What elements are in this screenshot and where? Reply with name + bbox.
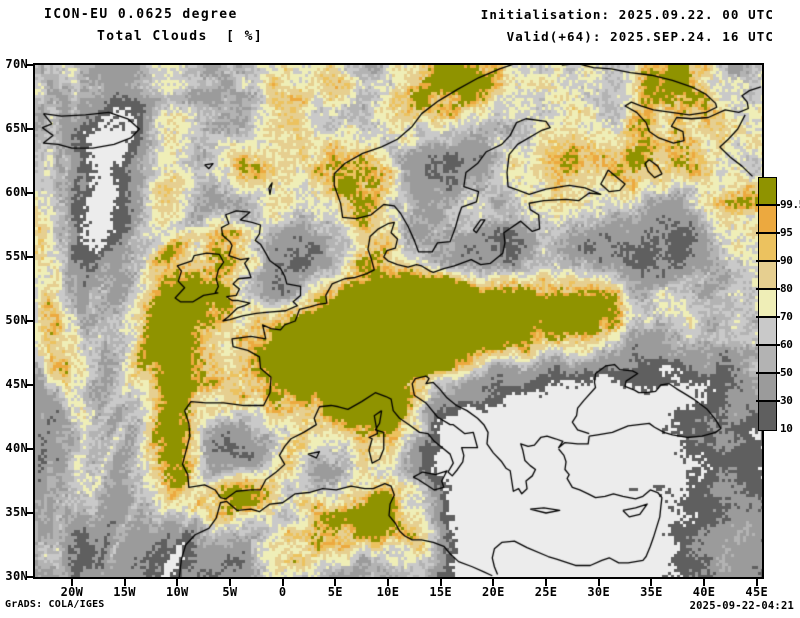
lat-label: 70N bbox=[5, 57, 28, 71]
colorbar-tick bbox=[756, 316, 780, 318]
lat-label: 45N bbox=[5, 377, 28, 391]
lat-tick bbox=[26, 448, 33, 450]
lat-label: 55N bbox=[5, 249, 28, 263]
colorbar-segment bbox=[759, 402, 776, 430]
colorbar-label: 90 bbox=[780, 254, 793, 267]
lon-label: 20W bbox=[60, 585, 84, 599]
colorbar-label: 70 bbox=[780, 310, 793, 323]
colorbar-segment bbox=[759, 318, 776, 346]
credit-text: GrADS: COLA/IGES bbox=[5, 599, 105, 610]
lat-tick bbox=[26, 576, 33, 578]
lon-tick bbox=[70, 579, 73, 586]
cloud-cover-map bbox=[35, 65, 762, 577]
lat-label: 50N bbox=[5, 313, 28, 327]
lon-label: 20E bbox=[482, 585, 505, 599]
lat-tick bbox=[26, 192, 33, 194]
lon-label: 30E bbox=[587, 585, 610, 599]
lon-tick bbox=[176, 579, 179, 586]
valid-time: Valid(+64): 2025.SEP.24. 16 UTC bbox=[506, 29, 774, 44]
colorbar-label: 99.5 bbox=[780, 198, 800, 211]
lon-tick bbox=[703, 579, 706, 586]
field-title: Total Clouds [ %] bbox=[97, 29, 264, 44]
colorbar-tick bbox=[756, 372, 780, 374]
lon-tick bbox=[545, 579, 547, 586]
lon-label: 10W bbox=[165, 585, 189, 599]
lon-label: 0 bbox=[278, 585, 287, 599]
colorbar-label: 30 bbox=[780, 394, 793, 407]
colorbar-tick bbox=[756, 288, 780, 290]
colorbar-segment bbox=[759, 290, 776, 318]
colorbar-segment bbox=[759, 374, 776, 402]
colorbar-tick bbox=[756, 344, 780, 346]
lon-tick bbox=[123, 579, 126, 586]
lat-tick bbox=[26, 512, 33, 514]
lon-tick bbox=[386, 579, 389, 586]
lat-label: 40N bbox=[5, 441, 28, 455]
colorbar-tick bbox=[756, 204, 780, 206]
model-title: ICON-EU 0.0625 degree bbox=[44, 7, 238, 22]
map-frame bbox=[33, 63, 764, 579]
lon-label: 40E bbox=[692, 585, 716, 599]
colorbar-segment bbox=[759, 346, 776, 374]
lon-label: 45E bbox=[745, 585, 768, 599]
init-time: Initialisation: 2025.09.22. 00 UTC bbox=[480, 7, 774, 22]
lat-label: 65N bbox=[5, 121, 28, 135]
lat-label: 35N bbox=[5, 505, 28, 519]
lat-tick bbox=[26, 128, 33, 130]
lon-tick bbox=[597, 579, 600, 586]
lon-tick bbox=[228, 579, 231, 586]
lon-label: 35E bbox=[640, 585, 663, 599]
lon-tick bbox=[334, 579, 337, 586]
lat-tick bbox=[26, 256, 33, 258]
lon-tick bbox=[755, 579, 758, 586]
colorbar-label: 10 bbox=[780, 422, 793, 435]
colorbar-segment bbox=[759, 262, 776, 290]
lat-tick bbox=[26, 384, 33, 386]
colorbar-tick bbox=[756, 260, 780, 262]
lon-tick bbox=[439, 579, 442, 586]
lon-label: 5W bbox=[222, 585, 238, 599]
colorbar-segment bbox=[759, 234, 776, 262]
lat-label: 30N bbox=[5, 569, 28, 583]
lon-label: 25E bbox=[534, 585, 558, 599]
colorbar-label: 50 bbox=[780, 366, 793, 379]
lat-tick bbox=[26, 64, 33, 66]
lon-label: 10E bbox=[376, 585, 400, 599]
lon-label: 5E bbox=[327, 585, 343, 599]
lon-tick bbox=[492, 579, 495, 586]
timestamp-text: 2025-09-22-04:21 bbox=[689, 600, 794, 612]
colorbar-label: 60 bbox=[780, 338, 793, 351]
colorbar-segment bbox=[759, 178, 776, 206]
colorbar-tick bbox=[756, 232, 780, 234]
colorbar-label: 80 bbox=[780, 282, 793, 295]
lon-label: 15W bbox=[113, 585, 136, 599]
lon-tick bbox=[650, 579, 653, 586]
colorbar-segment bbox=[759, 206, 776, 234]
lon-tick bbox=[281, 579, 284, 586]
lat-label: 60N bbox=[5, 185, 28, 199]
colorbar-label: 95 bbox=[780, 226, 793, 239]
lon-label: 15E bbox=[429, 585, 452, 599]
colorbar bbox=[758, 177, 777, 431]
lat-tick bbox=[26, 320, 33, 322]
colorbar-tick bbox=[756, 400, 780, 402]
